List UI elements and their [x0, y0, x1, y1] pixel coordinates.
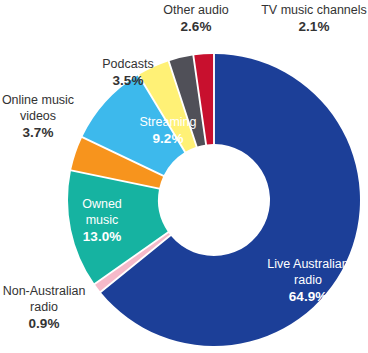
value-label: 9.2% [153, 131, 184, 146]
category-label: Ownedmusic [82, 197, 122, 227]
slice [194, 54, 213, 144]
category-label: Live Australianradio [267, 257, 348, 287]
category-label: Online musicvideos [2, 93, 74, 123]
value-label: 2.6% [181, 19, 212, 34]
slices [68, 54, 360, 346]
category-label: TV music channels [261, 3, 367, 17]
labels: Live Australianradio 64.9% Non-Australianr… [2, 3, 367, 331]
value-label: 2.1% [299, 19, 330, 34]
category-label: Podcasts [102, 57, 153, 71]
chart: Live Australianradio 64.9% Non-Australianr… [0, 0, 368, 353]
value-label: 13.0% [83, 229, 121, 244]
value-label: 64.9% [289, 289, 327, 304]
slice [68, 171, 168, 283]
value-label: 0.9% [29, 316, 60, 331]
category-label: Other audio [163, 3, 228, 17]
category-label: Streaming [140, 115, 197, 129]
category-label: Non-Australianradio [3, 284, 86, 314]
value-label: 3.5% [113, 73, 144, 88]
value-label: 3.7% [23, 125, 54, 140]
